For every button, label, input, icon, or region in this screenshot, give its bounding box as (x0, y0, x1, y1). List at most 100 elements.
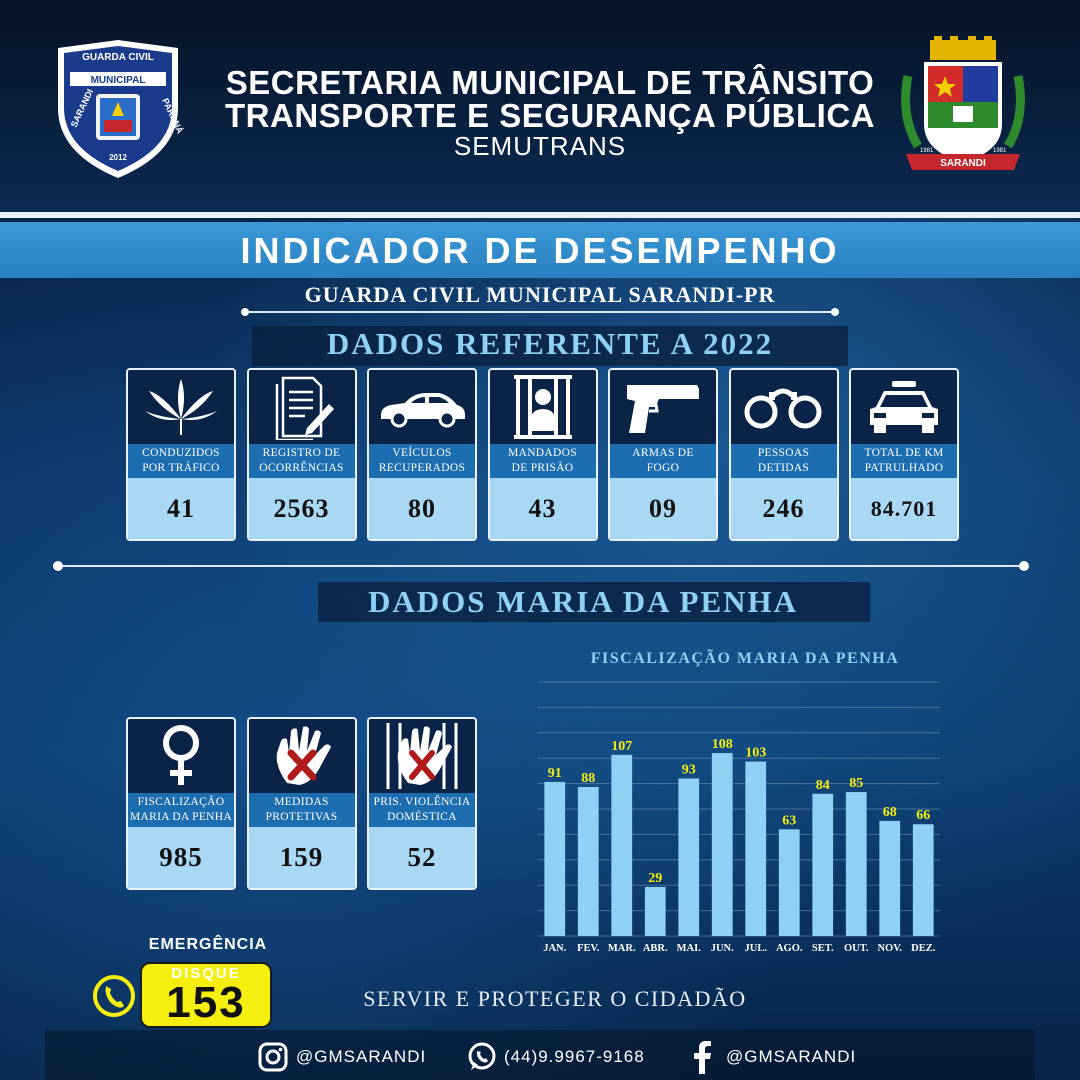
stat-label: VEÍCULOS RECUPERADOS (369, 444, 475, 478)
document-pen-icon (249, 370, 355, 444)
stat-card-pistol: ARMAS DE FOGO 09 (608, 368, 718, 541)
stat-label-line1: MEDIDAS (274, 796, 329, 808)
facebook-contact[interactable]: @GMSARANDI (690, 1040, 856, 1074)
x-tick-label: OUT. (844, 943, 869, 954)
x-tick-label: MAR. (608, 943, 636, 954)
stat-label: REGISTRO DE OCORRÊNCIAS (248, 444, 355, 478)
stat-label-line2: PATRULHADO (864, 462, 944, 474)
stat-label-line2: FOGO (646, 462, 680, 474)
female-symbol-icon (128, 719, 234, 793)
page-subtitle: SEMUTRANS (453, 131, 627, 161)
hand-behind-bars-icon (369, 719, 475, 793)
crest-year-left: 1981 (920, 148, 934, 154)
stat-label-line1: VEÍCULOS (392, 447, 452, 459)
whatsapp-number: (44)9.9967-9168 (504, 1047, 645, 1066)
bar-chart: 91 JAN. 88 FEV. 107 MAR. 29 ABR. 93 MAI. 108 JUN. 10… (538, 681, 940, 954)
stat-label: ARMAS DE FOGO (610, 444, 716, 478)
stat-label: CONDUZIDOS POR TRÁFICO (128, 444, 234, 478)
x-tick-label: ABR. (643, 943, 668, 954)
bar-dez (912, 824, 934, 936)
bar-value-label: 85 (849, 776, 863, 791)
badge-top-text: GUARDA CIVIL (82, 52, 154, 63)
stat-card-cannabis-leaf: CONDUZIDOS POR TRÁFICO 41 (126, 368, 236, 541)
police-car-icon (851, 370, 957, 444)
section2-heading: DADOS MARIA DA PENHA (367, 584, 799, 619)
instagram-contact[interactable]: @GMSARANDI (258, 1040, 426, 1074)
bar-set (812, 793, 834, 936)
stat-label-line1: PESSOAS (757, 447, 810, 459)
stat-value: 84.701 (851, 478, 957, 539)
stat-label-line1: ARMAS DE (632, 447, 694, 459)
stat-label-line2: DOMÉSTICA (387, 811, 457, 823)
bar-value-label: 107 (611, 739, 632, 754)
bar-value-label: 66 (916, 808, 930, 823)
x-tick-label: AGO. (776, 943, 803, 954)
bar-value-label: 93 (682, 763, 696, 778)
stat-label-line1: CONDUZIDOS (142, 447, 220, 459)
stat-card-handcuffs: PESSOAS DETIDAS 246 (728, 368, 839, 541)
bar-jul (745, 761, 767, 936)
guarda-civil-badge-logo: GUARDA CIVIL MUNICIPAL SARANDI PARANÁ 20… (58, 40, 184, 178)
x-tick-label: JUN. (711, 943, 734, 954)
stat-value: 41 (128, 478, 234, 539)
sarandi-coat-of-arms-logo: SARANDI 1981 1981 (901, 36, 1025, 170)
emergency-number: 153 (166, 978, 246, 1027)
badge-year-text: 2012 (109, 153, 127, 162)
page-title: SECRETARIA MUNICIPAL DE TRÂNSITO TRANSPO… (190, 66, 910, 132)
title-line-1: SECRETARIA MUNICIPAL DE TRÂNSITO (225, 64, 875, 101)
bar-abr (644, 886, 666, 936)
stat-label-line2: RECUPERADOS (378, 462, 466, 474)
bar-value-label: 63 (782, 813, 796, 828)
stat-card-prisoner: MANDADOS DE PRISÃO 43 (487, 368, 598, 541)
bar-value-label: 108 (712, 737, 733, 752)
stat-value: 2563 (248, 478, 355, 539)
stat-value: 09 (610, 478, 716, 539)
stat-label-line1: TOTAL DE KM (864, 447, 944, 459)
stat-value: 80 (369, 478, 475, 539)
cannabis-leaf-icon (128, 370, 234, 444)
car-icon (369, 370, 475, 444)
gcm-title: GUARDA CIVIL MUNICIPAL SARANDI-PR (304, 282, 776, 307)
stat-value: 159 (248, 827, 355, 888)
stat-card-stop-hand: MEDIDAS PROTETIVAS 159 (246, 717, 357, 890)
bar-mai (678, 778, 700, 936)
section1-heading-band (252, 326, 848, 366)
stat-label-line2: POR TRÁFICO (142, 462, 220, 474)
crest-banner-text: SARANDI (940, 158, 986, 169)
stat-label-line1: FISCALIZAÇÃO (137, 796, 225, 808)
disque-label: DISQUE (171, 965, 241, 982)
bar-jun (711, 753, 733, 936)
instagram-icon (258, 1042, 288, 1072)
header-divider (0, 212, 1080, 218)
stat-label-line2: MARIA DA PENHA (130, 811, 232, 823)
stat-label: TOTAL DE KM PATRULHADO (851, 444, 957, 478)
stat-value: 246 (730, 478, 837, 539)
facebook-icon (694, 1041, 711, 1074)
bar-value-label: 88 (581, 771, 595, 786)
slogan: SERVIR E PROTEGER O CIDADÃO (363, 986, 747, 1011)
bar-fev (577, 786, 599, 936)
whatsapp-contact[interactable]: (44)9.9967-9168 (466, 1040, 645, 1074)
section1-heading: DADOS REFERENTE A 2022 (326, 326, 774, 361)
header (0, 0, 1080, 212)
gcm-divider (241, 308, 839, 316)
banner (0, 222, 1080, 278)
crest-year-right: 1981 (993, 148, 1007, 154)
title-line-2: TRANSPORTE E SEGURANÇA PÚBLICA (225, 97, 875, 134)
footer-band (45, 1030, 1035, 1080)
bar-value-label: 91 (548, 766, 562, 781)
section-divider (53, 561, 1029, 571)
bar-value-label: 84 (816, 778, 830, 793)
badge-mid-text: MUNICIPAL (91, 75, 146, 86)
x-tick-label: SET. (812, 943, 834, 954)
x-tick-label: JAN. (543, 943, 566, 954)
prisoner-icon (490, 370, 596, 444)
facebook-handle: @GMSARANDI (726, 1047, 857, 1066)
stat-label-line2: DETIDAS (757, 462, 810, 474)
bar-value-label: 68 (883, 805, 897, 820)
bar-nov (879, 820, 901, 936)
x-tick-label: JUL. (745, 943, 768, 954)
stat-label-line1: REGISTRO DE (262, 447, 341, 459)
instagram-handle: @GMSARANDI (296, 1047, 427, 1066)
stat-card-car: VEÍCULOS RECUPERADOS 80 (367, 368, 477, 541)
